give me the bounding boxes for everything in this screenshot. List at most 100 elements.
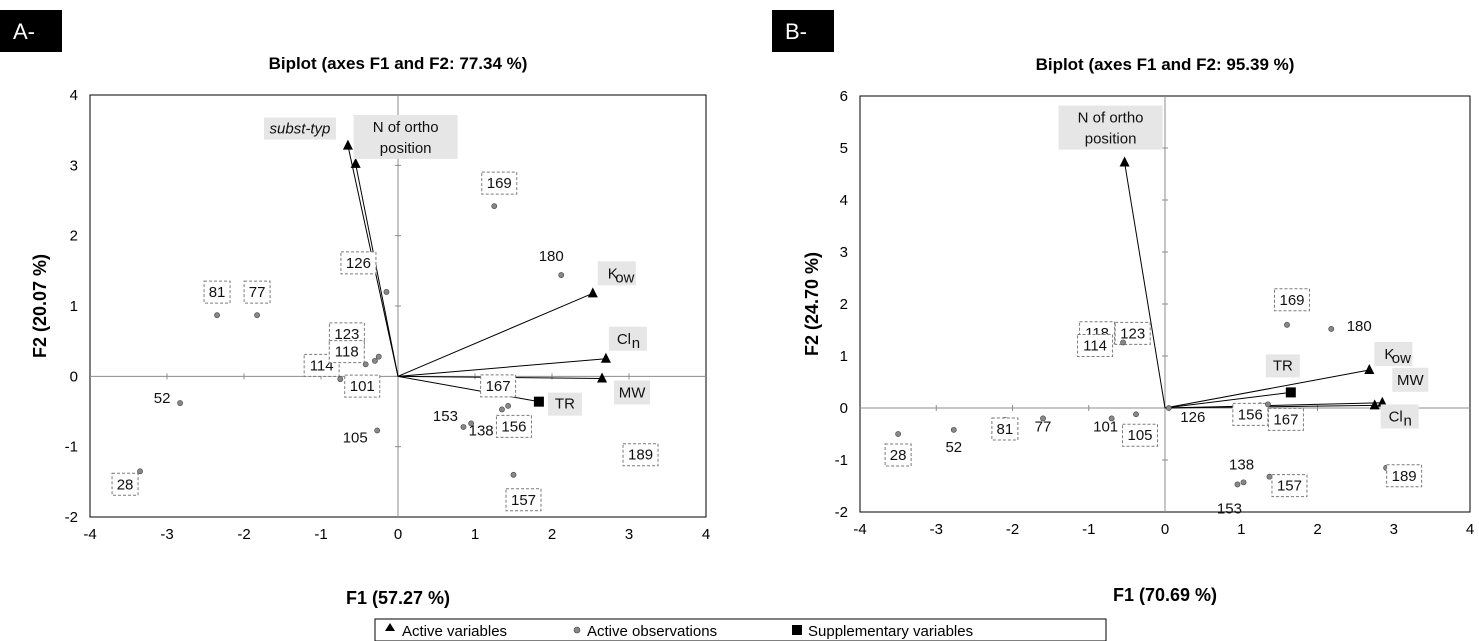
supplementary-label: TR — [555, 396, 575, 413]
legend-box — [374, 618, 1107, 641]
x-tick-label: -4 — [83, 526, 96, 543]
active-observation-point — [1133, 411, 1139, 418]
observation-label: 180 — [1347, 318, 1372, 335]
variable-label-subscript: ow — [615, 269, 634, 286]
observation-label-box — [1122, 423, 1159, 447]
observation-label: 189 — [628, 447, 653, 464]
supplementary-variable-marker — [533, 396, 544, 407]
observation-label-box — [1114, 321, 1151, 345]
active-observation-point — [1040, 415, 1046, 422]
legend-active-variables-label: Active variables — [402, 623, 507, 640]
observation-label: 77 — [249, 284, 266, 301]
x-tick-label: 2 — [548, 526, 556, 543]
observation-label: 77 — [1035, 418, 1052, 435]
observation-label-box — [1232, 402, 1269, 426]
active-variable-marker — [1377, 396, 1388, 407]
y-axis-label: F2 (20.07 %) — [30, 254, 50, 358]
observation-label-box — [495, 414, 532, 438]
active-observation-point — [1328, 326, 1335, 332]
observation-label-box — [328, 322, 365, 346]
observation-label-box — [340, 251, 377, 275]
observation-label-box — [991, 417, 1019, 441]
observation-label: 126 — [346, 255, 371, 272]
active-observation-point — [177, 400, 183, 406]
supplementary-label-bg — [547, 392, 582, 416]
y-axis-label: F2 (24.70 %) — [802, 252, 822, 356]
y-tick-label: 3 — [840, 244, 848, 261]
observation-label: 138 — [469, 422, 494, 439]
panel-tag-box — [0, 10, 62, 52]
observation-label: 118 — [335, 344, 359, 361]
y-tick-label: 5 — [840, 140, 848, 157]
active-variable-marker — [600, 352, 611, 363]
variable-vector — [1124, 162, 1166, 409]
observation-label-box — [1267, 407, 1304, 431]
y-tick-label: -1 — [835, 452, 848, 469]
observation-label: 169 — [1279, 292, 1304, 309]
legend-supplementary-variables-label: Supplementary variables — [808, 623, 973, 640]
active-observation-point — [1234, 481, 1241, 488]
active-variable-marker — [350, 157, 361, 168]
active-observation-point — [337, 376, 344, 383]
x-axis-label: F1 (57.27 %) — [346, 588, 450, 608]
variable-label: Cl — [617, 331, 631, 348]
x-tick-label: 0 — [1161, 521, 1169, 538]
y-tick-label: 1 — [840, 348, 848, 365]
observation-label: 52 — [154, 390, 171, 407]
x-tick-label: 3 — [1390, 521, 1398, 538]
variable-label-subscript: ow — [1392, 350, 1411, 367]
x-tick-label: -2 — [237, 526, 250, 543]
observation-label-box — [1077, 333, 1114, 357]
variable-label: position — [380, 140, 432, 157]
variable-vector — [397, 292, 594, 377]
panel-tag-label: B- — [785, 19, 807, 44]
variable-vector — [1164, 369, 1370, 409]
active-observation-point — [895, 431, 902, 437]
observation-label: 169 — [487, 175, 512, 192]
x-axis-label: F1 (70.69 %) — [1113, 585, 1217, 605]
active-observation-point — [950, 426, 957, 433]
variable-label-bg — [597, 261, 636, 286]
active-observation-point — [468, 420, 475, 427]
y-tick-label: 6 — [840, 88, 848, 105]
observation-label-box — [1271, 474, 1308, 498]
x-tick-label: -4 — [853, 521, 866, 538]
observation-label-box — [622, 443, 659, 467]
y-tick-label: -1 — [65, 439, 78, 456]
observation-label-box — [328, 340, 365, 364]
variable-label: position — [1085, 131, 1137, 148]
observation-label: 153 — [1217, 500, 1242, 517]
observation-label: 167 — [486, 378, 511, 395]
supplementary-variable-marker — [1285, 387, 1296, 398]
variable-label: subst-typ — [270, 121, 331, 138]
active-observation-point — [1284, 321, 1290, 328]
x-tick-label: 3 — [625, 526, 633, 543]
observation-label-box — [505, 488, 542, 512]
observation-label: 180 — [539, 248, 564, 265]
variable-label-subscript: n — [1404, 412, 1412, 429]
active-observation-point — [1120, 339, 1126, 346]
y-tick-label: 1 — [70, 298, 78, 315]
observation-label: 101 — [1093, 418, 1118, 435]
y-tick-label: 2 — [840, 296, 848, 313]
variable-vector — [397, 358, 606, 377]
active-observation-point — [214, 312, 220, 319]
x-tick-label: -3 — [160, 526, 173, 543]
active-variable-marker — [597, 372, 608, 383]
active-variable-marker — [1369, 399, 1380, 410]
observation-label: 138 — [1229, 456, 1254, 473]
variable-label: N of ortho — [373, 119, 439, 136]
variable-label: N of ortho — [1078, 110, 1144, 127]
y-tick-label: 4 — [840, 192, 848, 209]
panel-tag-label: A- — [13, 19, 35, 44]
y-tick-label: -2 — [65, 509, 78, 526]
variable-label: MW — [1397, 372, 1424, 389]
y-tick-label: 0 — [840, 400, 848, 417]
active-observation-point — [371, 357, 378, 364]
active-observation-point — [1265, 401, 1271, 408]
legend-supplementary-marker — [792, 625, 802, 635]
observation-label: 81 — [209, 284, 226, 301]
active-observation-point — [499, 406, 505, 413]
observation-label: 157 — [511, 492, 536, 509]
